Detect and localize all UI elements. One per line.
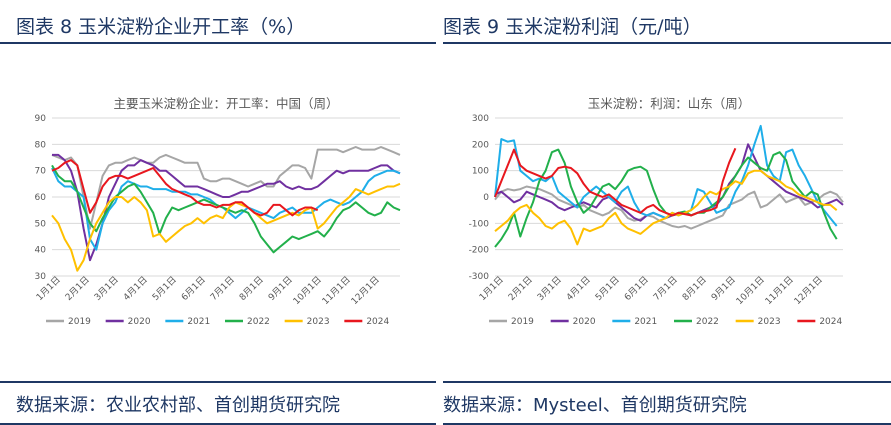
left-figure-title: 图表 8 玉米淀粉企业开工率（%） <box>16 16 306 38</box>
y-tick-label: -200 <box>469 246 490 256</box>
x-tick-label: 3月1日 <box>92 274 121 303</box>
x-tick-label: 3月1日 <box>535 274 564 303</box>
x-tick-label: 7月1日 <box>208 274 237 303</box>
x-tick-label: 4月1日 <box>121 274 150 303</box>
y-tick-label: 30 <box>35 272 47 282</box>
left-figure-footer: 数据来源：农业农村部、首创期货研究院 <box>0 381 436 425</box>
y-tick-label: 70 <box>35 167 47 177</box>
left-figure-header: 图表 8 玉米淀粉企业开工率（%） <box>0 0 436 44</box>
x-tick-label: 11月1日 <box>763 274 796 307</box>
x-tick-label: 8月1日 <box>680 274 709 303</box>
series-line-2019 <box>494 185 844 230</box>
y-tick-label: -100 <box>469 219 490 229</box>
series-line-2021 <box>51 167 401 251</box>
series-line-2021 <box>494 124 838 227</box>
legend-label-2019: 2019 <box>68 317 91 327</box>
y-tick-label: -300 <box>469 272 490 282</box>
x-tick-label: 5月1日 <box>593 274 622 303</box>
y-tick-label: 50 <box>35 219 47 229</box>
series-line-2019 <box>51 146 401 230</box>
chart-title: 玉米淀粉：利润：山东（周） <box>588 96 751 111</box>
right-data-source: 数据来源：Mysteel、首创期货研究院 <box>443 395 747 416</box>
y-tick-label: 40 <box>35 246 47 256</box>
legend-label-2021: 2021 <box>187 317 210 327</box>
x-tick-label: 4月1日 <box>564 274 593 303</box>
legend-label-2023: 2023 <box>307 317 330 327</box>
legend-label-2023: 2023 <box>758 317 781 327</box>
x-tick-label: 7月1日 <box>651 274 680 303</box>
legend-label-2024: 2024 <box>366 317 389 327</box>
y-tick-label: 60 <box>35 193 47 203</box>
legend-label-2022: 2022 <box>247 317 270 327</box>
x-tick-label: 11月1日 <box>320 274 353 307</box>
legend-label-2021: 2021 <box>634 317 657 327</box>
left-figure-panel: 图表 8 玉米淀粉企业开工率（%） 主要玉米淀粉企业：开工率：中国（周） 30 40… <box>0 0 436 425</box>
x-tick-label: 6月1日 <box>622 274 651 303</box>
left-data-source: 数据来源：农业农村部、首创期货研究院 <box>16 395 340 416</box>
series-line-2020 <box>494 143 844 222</box>
series-line-2022 <box>494 148 838 248</box>
series-line-2024 <box>494 147 737 217</box>
x-tick-label: 10月1日 <box>734 274 767 307</box>
chart-title: 主要玉米淀粉企业：开工率：中国（周） <box>113 96 338 111</box>
series-line-2020 <box>52 153 401 262</box>
series-line-2024 <box>51 159 319 217</box>
y-tick-label: 80 <box>35 140 47 150</box>
y-tick-label: 200 <box>472 140 489 150</box>
x-tick-label: 2月1日 <box>506 274 535 303</box>
x-tick-label: 8月1日 <box>237 274 266 303</box>
y-tick-label: 300 <box>472 114 489 124</box>
series-line-2023 <box>494 169 838 246</box>
x-tick-label: 6月1日 <box>179 274 208 303</box>
x-tick-label: 9月1日 <box>709 274 738 303</box>
right-figure-footer: 数据来源：Mysteel、首创期货研究院 <box>443 381 891 425</box>
legend-label-2022: 2022 <box>696 317 719 327</box>
legend-label-2020: 2020 <box>573 317 596 327</box>
y-tick-label: 90 <box>35 114 47 124</box>
x-tick-label: 9月1日 <box>266 274 295 303</box>
right-figure-title: 图表 9 玉米淀粉利润（元/吨） <box>443 16 702 38</box>
y-tick-label: 100 <box>472 167 489 177</box>
series-line-2023 <box>51 182 401 272</box>
x-tick-label: 10月1日 <box>291 274 324 307</box>
x-tick-label: 12月1日 <box>349 274 382 307</box>
y-tick-label: 0 <box>483 193 489 203</box>
legend-label-2019: 2019 <box>511 317 534 327</box>
series-line-2022 <box>51 164 401 254</box>
x-tick-label: 2月1日 <box>63 274 92 303</box>
right-figure-panel: 图表 9 玉米淀粉利润（元/吨） 玉米淀粉：利润：山东（周） -300 -200 -1… <box>443 0 891 425</box>
right-figure-header: 图表 9 玉米淀粉利润（元/吨） <box>443 0 891 44</box>
legend-label-2020: 2020 <box>128 317 151 327</box>
legend-label-2024: 2024 <box>819 317 842 327</box>
x-tick-label: 5月1日 <box>150 274 179 303</box>
x-tick-label: 12月1日 <box>792 274 825 307</box>
